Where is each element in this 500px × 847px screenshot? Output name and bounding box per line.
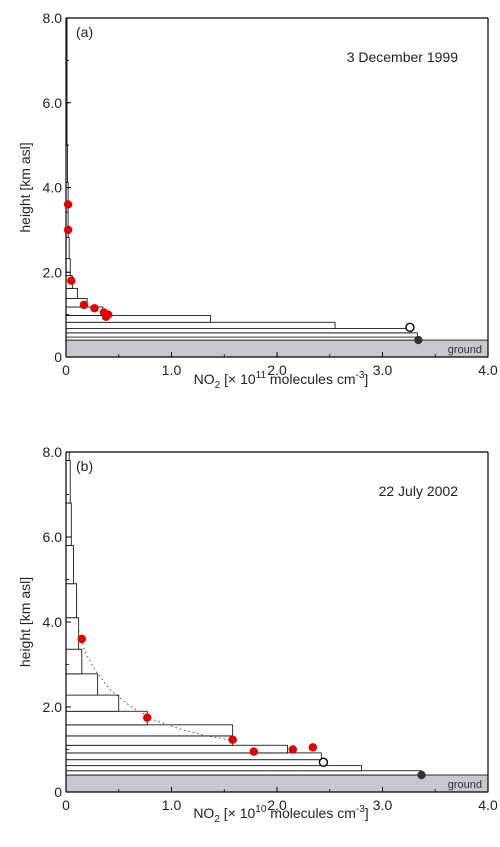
y-tick-label: 4.0 bbox=[43, 614, 63, 630]
profile-bar bbox=[65, 460, 71, 504]
y-tick-label: 0 bbox=[54, 784, 62, 800]
profile-bar bbox=[65, 545, 74, 585]
x-axis-label: NO2 [× 1011 molecules cm-3] bbox=[194, 370, 369, 391]
x-tick-label: 2.0 bbox=[267, 362, 287, 378]
black-data-point bbox=[414, 335, 423, 345]
open-data-point bbox=[405, 322, 415, 333]
profile-bar bbox=[65, 759, 322, 767]
red-data-point bbox=[228, 735, 237, 744]
y-tick-label: 0 bbox=[54, 349, 62, 365]
y-axis-label: height [km asl] bbox=[17, 577, 33, 667]
date-label: 3 December 1999 bbox=[347, 49, 459, 65]
y-tick-label: 6.0 bbox=[43, 529, 63, 545]
x-tick-label: 1.0 bbox=[162, 797, 182, 813]
profile-bar bbox=[65, 673, 99, 696]
black-data-point bbox=[417, 770, 426, 780]
x-tick-label: 4.0 bbox=[478, 362, 498, 378]
panel-label: (a) bbox=[76, 24, 93, 40]
profile-bar bbox=[65, 287, 79, 299]
y-tick-label: 2.0 bbox=[43, 699, 63, 715]
profile-bar bbox=[65, 648, 83, 675]
profile-bar bbox=[65, 583, 77, 619]
x-tick-label: 1.0 bbox=[162, 362, 182, 378]
y-tick-label: 6.0 bbox=[43, 95, 63, 111]
chart-panel-b: ground 0 1.0 2.0 3.0 4.0 0 2.0 4.0 6.0 8.0 (b) 22 Ju… bbox=[17, 444, 498, 825]
y-tick-label: 8.0 bbox=[43, 10, 63, 26]
y-tick-label: 2.0 bbox=[43, 264, 63, 280]
x-tick-label: 2.0 bbox=[267, 797, 287, 813]
profile-bar bbox=[65, 735, 234, 746]
profile-bar bbox=[65, 770, 422, 776]
profile-bar bbox=[65, 336, 420, 341]
red-data-point bbox=[77, 634, 87, 644]
red-data-point bbox=[63, 225, 73, 235]
profile-bar bbox=[65, 315, 211, 323]
profile-bar bbox=[65, 258, 71, 277]
red-data-point bbox=[308, 743, 318, 752]
profile-bar bbox=[65, 328, 412, 334]
chart-panel-a: ground 0 1.0 2.0 3.0 4.0 0 2.0 4.0 6.0 8.0 (a) 3 Dec… bbox=[17, 10, 498, 391]
profile-bar bbox=[65, 724, 234, 737]
open-data-point bbox=[318, 757, 329, 767]
profile-bar bbox=[65, 694, 120, 712]
profile-bar bbox=[65, 710, 148, 726]
red-data-point bbox=[90, 304, 99, 313]
x-tick-label: 3.0 bbox=[373, 362, 393, 378]
profile-bar bbox=[65, 765, 362, 772]
y-tick-label: 8.0 bbox=[43, 444, 63, 460]
ground-label: ground bbox=[448, 344, 482, 356]
panel-label: (b) bbox=[76, 458, 93, 474]
profile-bar bbox=[65, 332, 418, 338]
x-axis-label: NO2 [× 1010 molecules cm-3] bbox=[193, 804, 368, 825]
ground-label: ground bbox=[448, 779, 482, 791]
date-label: 22 July 2002 bbox=[379, 483, 459, 499]
red-data-point bbox=[288, 745, 298, 754]
red-data-point bbox=[249, 747, 258, 756]
fit-curve bbox=[78, 630, 233, 741]
profile-bar bbox=[65, 752, 322, 761]
profile-bar bbox=[65, 502, 72, 546]
x-tick-label: 3.0 bbox=[373, 797, 393, 813]
red-data-point bbox=[143, 713, 152, 722]
red-data-point bbox=[63, 200, 73, 209]
red-data-point bbox=[101, 312, 111, 321]
y-axis-label: height [km asl] bbox=[17, 142, 33, 232]
y-tick-label: 4.0 bbox=[43, 180, 63, 196]
x-tick-label: 4.0 bbox=[478, 797, 498, 813]
red-data-point bbox=[79, 300, 89, 310]
profile-bar bbox=[65, 321, 336, 330]
red-data-point bbox=[67, 276, 76, 285]
x-tick-label: 0 bbox=[62, 797, 70, 813]
x-tick-label: 0 bbox=[62, 362, 70, 378]
